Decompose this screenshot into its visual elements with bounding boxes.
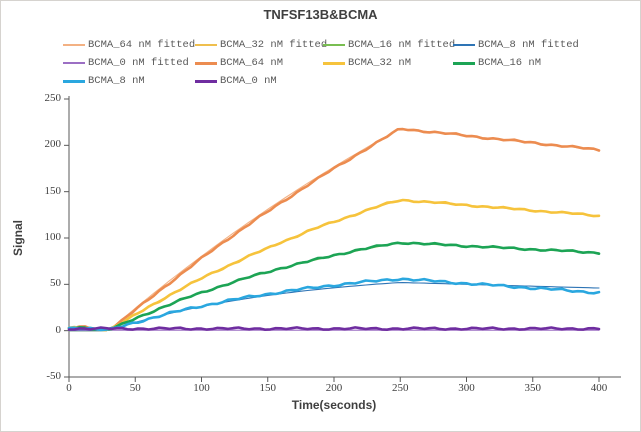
legend-label: BCMA_8 nM [88, 75, 145, 87]
legend-label: BCMA_16 nM fitted [348, 39, 456, 51]
series-BCMA_0-nM [67, 326, 601, 331]
y-tick-label: -50 [46, 370, 61, 382]
y-tick-label: 250 [44, 92, 62, 104]
y-tick-label: 50 [50, 277, 61, 290]
y-tick-label: 100 [44, 231, 62, 243]
legend-item-BCMA_8-nM: BCMA_8 nM [63, 73, 145, 89]
x-tick-label: 250 [392, 382, 409, 394]
series-BCMA_32-nM [67, 198, 601, 332]
x-tick-label: 100 [193, 382, 210, 394]
chart-legend: BCMA_64 nM fitted BCMA_32 nM fitted BCMA_1… [1, 35, 640, 91]
legend-line-swatch [63, 79, 85, 83]
series-BCMA_64-nM [67, 127, 601, 331]
legend-line-swatch [63, 62, 85, 64]
series-BCMA_8-nM [67, 277, 601, 332]
legend-label: BCMA_0 nM fitted [88, 57, 189, 69]
x-tick-label: 400 [590, 382, 608, 394]
legend-label: BCMA_32 nM [348, 57, 412, 69]
legend-label: BCMA_32 nM fitted [220, 39, 328, 51]
x-tick-label: 0 [66, 382, 72, 394]
legend-label: BCMA_0 nM [220, 75, 277, 87]
legend-item-BCMA_8-nM-fitted: BCMA_8 nM fitted [453, 37, 579, 53]
legend-item-BCMA_16-nM-fitted: BCMA_16 nM fitted [323, 37, 455, 53]
series-BCMA_32-nM-fitted [68, 199, 600, 332]
x-tick-label: 300 [458, 382, 475, 394]
y-tick-label: 200 [44, 138, 62, 151]
legend-line-swatch [453, 61, 475, 65]
chart-title: TNFSF13B&BCMA [263, 7, 378, 22]
legend-item-BCMA_64-nM-fitted: BCMA_64 nM fitted [63, 37, 195, 53]
series-BCMA_16-nM [67, 241, 601, 331]
legend-item-BCMA_32-nM-fitted: BCMA_32 nM fitted [195, 37, 327, 53]
legend-item-BCMA_64-nM: BCMA_64 nM [195, 55, 283, 71]
legend-item-BCMA_16-nM: BCMA_16 nM [453, 55, 541, 71]
legend-line-swatch [195, 44, 217, 46]
legend-label: BCMA_16 nM [478, 57, 542, 69]
x-tick-label: 200 [325, 382, 343, 394]
legend-line-swatch [453, 44, 475, 46]
x-tick-label: 150 [259, 382, 277, 394]
legend-line-swatch [195, 61, 217, 65]
x-tick-label: 350 [524, 382, 542, 394]
legend-item-BCMA_32-nM: BCMA_32 nM [323, 55, 411, 71]
legend-line-swatch [323, 61, 345, 65]
legend-line-swatch [63, 44, 85, 46]
x-axis-label: Time(seconds) [291, 398, 377, 412]
legend-line-swatch [195, 79, 217, 83]
legend-line-swatch [323, 44, 345, 46]
x-tick-label: 50 [129, 382, 141, 394]
y-tick-label: 150 [44, 184, 62, 197]
legend-label: BCMA_64 nM fitted [88, 39, 196, 51]
legend-item-BCMA_0-nM-fitted: BCMA_0 nM fitted [63, 55, 189, 71]
y-axis-label: Signal [11, 220, 25, 257]
legend-label: BCMA_64 nM [220, 57, 284, 69]
legend-label: BCMA_8 nM fitted [478, 39, 579, 51]
legend-item-BCMA_0-nM: BCMA_0 nM [195, 73, 277, 89]
y-tick-label: 0 [55, 323, 62, 336]
